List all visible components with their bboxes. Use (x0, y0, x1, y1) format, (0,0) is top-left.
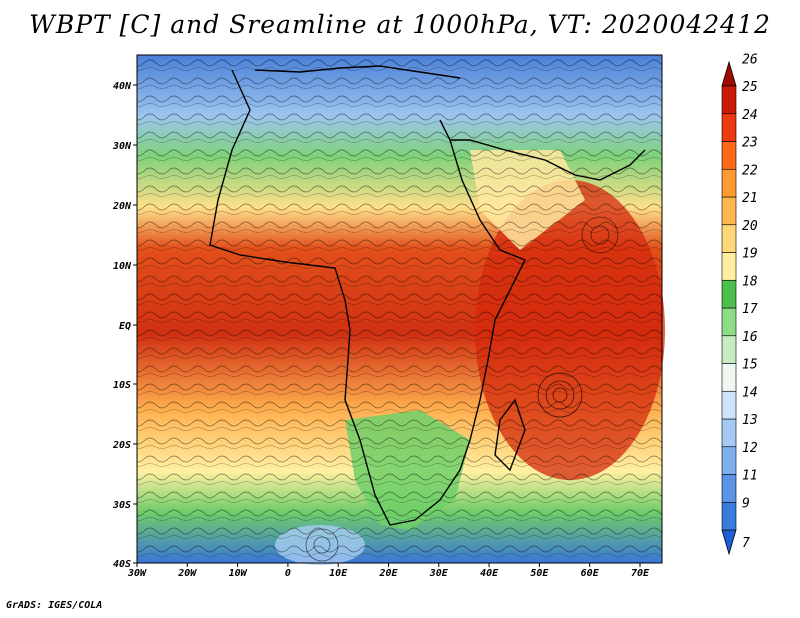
colorbar-label: 24 (742, 108, 758, 123)
colorbar-swatch (721, 196, 737, 226)
longitude-axis: 30W 20W 10W 0 10E 20E 30E 40E 50E 60E 70E (127, 563, 650, 579)
lon-tick-label: 10E (329, 568, 348, 579)
colorbar-label: 11 (742, 469, 758, 484)
latitude-axis: 40N 30N 20N 10N EQ 10S 20S 30S 40S (112, 81, 137, 570)
temperature-field (137, 55, 665, 565)
colorbar-label: 25 (742, 80, 758, 95)
lon-tick-label: 70E (631, 568, 650, 579)
colorbar-swatch (721, 501, 737, 531)
colorbar-swatch (721, 168, 737, 198)
lat-tick-label: 20S (112, 440, 131, 451)
lat-tick-label: 10S (113, 380, 131, 391)
lat-tick-label: EQ (119, 321, 131, 332)
colorbar-swatch (721, 418, 737, 448)
colorbar-swatch (721, 474, 737, 503)
lon-tick-label: 30W (127, 568, 147, 579)
colorbar-label: 19 (742, 247, 758, 262)
lat-tick-label: 30S (112, 500, 131, 511)
lon-tick-label: 40E (480, 568, 499, 579)
colorbar-high-arrow (721, 60, 737, 87)
lat-tick-label: 10N (113, 261, 132, 272)
colorbar-low-arrow (721, 529, 737, 556)
lat-tick-label: 40N (113, 81, 132, 92)
colorbar-label: 16 (742, 330, 758, 345)
colorbar-swatch (721, 85, 737, 115)
lon-tick-label: 20W (177, 568, 197, 579)
colorbar-swatch (721, 335, 737, 364)
lon-tick-label: 0 (285, 568, 291, 579)
lon-tick-label: 20E (378, 568, 398, 579)
colorbar-swatch (721, 363, 737, 392)
lon-tick-label: 50E (530, 568, 549, 579)
colorbar-label: 13 (742, 413, 758, 428)
colorbar-label: 26 (742, 52, 758, 67)
colorbar-label: 12 (742, 441, 758, 456)
map-frame-border (136, 54, 663, 564)
lon-tick-label: 30E (429, 568, 449, 579)
colorbar-swatch (721, 279, 737, 309)
colorbar: 7 9 11 12 13 14 15 16 17 18 19 20 21 22 23 24 25 26 (721, 52, 758, 556)
map-title: WBPT [C] and Sreamline at 1000hPa, VT: 2… (29, 10, 771, 39)
colorbar-label: 23 (742, 136, 758, 151)
colorbar-swatch (721, 252, 737, 281)
lon-tick-label: 60E (581, 568, 600, 579)
grads-credit: GrADS: IGES/COLA (6, 600, 103, 611)
colorbar-label: 14 (742, 385, 758, 400)
colorbar-label: 7 (742, 536, 750, 551)
colorbar-swatch (721, 113, 737, 142)
lon-tick-label: 10W (229, 568, 248, 579)
colorbar-label: 18 (742, 274, 758, 289)
colorbar-label: 17 (742, 302, 758, 317)
colorbar-label: 20 (742, 219, 758, 234)
lat-tick-label: 20N (112, 201, 132, 212)
coastlines (209, 65, 646, 526)
colorbar-label: 21 (742, 191, 758, 206)
lat-tick-label: 40S (113, 559, 131, 570)
colorbar-swatch (721, 446, 737, 475)
colorbar-label: 9 (742, 496, 750, 511)
colorbar-label: 15 (742, 358, 758, 373)
colorbar-swatch (721, 141, 737, 170)
lat-tick-label: 30N (112, 141, 132, 152)
colorbar-label: 22 (742, 163, 758, 178)
colorbar-swatch (721, 307, 737, 337)
colorbar-swatch (721, 224, 737, 253)
colorbar-swatch (721, 390, 737, 420)
